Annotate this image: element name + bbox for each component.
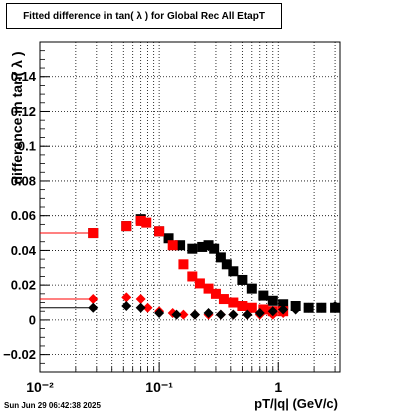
series-0 — [40, 214, 341, 313]
y-tick-label: 0 — [29, 312, 36, 327]
data-point — [254, 307, 265, 318]
data-point — [171, 309, 182, 320]
data-point — [175, 240, 186, 251]
data-point — [167, 240, 178, 251]
y-tick-label: 0.08 — [11, 173, 36, 188]
data-point — [215, 309, 226, 320]
grid-lines — [40, 42, 340, 372]
y-tick-label: 0.06 — [11, 208, 36, 223]
data-point — [215, 252, 226, 263]
y-axis-label: difference in tan( λ ) — [9, 51, 25, 185]
y-tick-label: 0.14 — [11, 69, 37, 84]
data-point — [316, 302, 327, 313]
plot-frame — [39, 41, 341, 373]
data-point — [210, 288, 221, 299]
data-point — [209, 243, 220, 254]
series-1 — [40, 215, 289, 317]
data-point — [187, 271, 198, 282]
data-point — [88, 294, 99, 305]
data-point — [237, 274, 248, 285]
data-point — [267, 306, 278, 317]
data-point — [228, 309, 239, 320]
data-point — [278, 299, 289, 310]
data-point — [303, 302, 314, 313]
data-point — [278, 304, 289, 315]
data-point — [218, 294, 229, 305]
x-axis-label: pT/|q| (GeV/c) — [254, 396, 338, 411]
data-point — [258, 290, 269, 301]
data-point — [242, 309, 253, 320]
y-tick-label: 0.04 — [11, 243, 37, 258]
data-point — [194, 278, 205, 289]
x-tick-label: 1 — [274, 379, 282, 395]
data-point — [135, 294, 146, 305]
data-point — [228, 266, 239, 277]
data-point — [197, 241, 208, 252]
x-tick-label: 10⁻¹ — [145, 379, 173, 395]
data-point — [154, 307, 165, 318]
y-tick-label: 0.1 — [18, 139, 36, 154]
data-point — [88, 302, 99, 313]
data-point — [246, 302, 257, 313]
data-point — [189, 309, 200, 320]
data-point — [228, 297, 239, 308]
y-tick-label: 0.02 — [11, 278, 36, 293]
y-tick-label: 0.12 — [11, 104, 36, 119]
data-point — [203, 283, 214, 294]
x-tick-label: 10⁻² — [26, 379, 54, 395]
data-point — [290, 304, 301, 315]
data-point — [221, 259, 232, 270]
data-point — [121, 301, 132, 311]
data-point — [246, 283, 257, 294]
axis-ticks — [39, 41, 336, 373]
data-point — [141, 217, 152, 228]
data-point — [121, 221, 132, 232]
data-point — [187, 243, 198, 254]
data-point — [237, 301, 248, 311]
axis-tick-labels: −0.02 0 0.02 0.04 0.06 0.08 0.1 0.12 0.14 10⁻² 10⁻… — [3, 69, 282, 395]
data-point — [178, 309, 189, 320]
data-point — [203, 240, 214, 251]
y-tick-label: −0.02 — [3, 347, 36, 362]
data-point — [121, 292, 132, 303]
data-point — [258, 304, 269, 315]
data-marks — [40, 214, 341, 320]
data-point — [163, 233, 174, 244]
data-point — [267, 295, 278, 306]
series-3 — [40, 301, 341, 320]
data-point — [142, 302, 153, 313]
data-point — [330, 301, 341, 311]
data-point — [135, 302, 146, 313]
data-point — [154, 226, 165, 237]
data-point — [203, 307, 214, 318]
data-point — [178, 259, 189, 270]
chart-title: Fitted difference in tan( λ ) for Global… — [6, 3, 282, 29]
timestamp: Sun Jun 29 06:42:38 2025 — [4, 401, 101, 410]
data-point — [135, 215, 146, 226]
data-point — [88, 228, 99, 239]
